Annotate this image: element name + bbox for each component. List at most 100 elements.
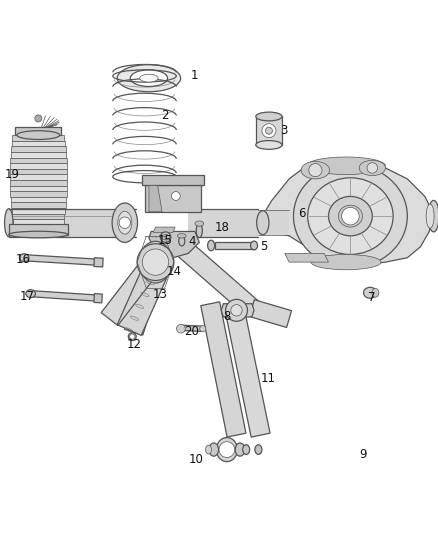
Ellipse shape xyxy=(251,241,258,250)
Ellipse shape xyxy=(26,290,35,297)
Text: 10: 10 xyxy=(188,453,203,466)
Text: 5: 5 xyxy=(261,240,268,253)
Ellipse shape xyxy=(162,235,170,240)
Text: 4: 4 xyxy=(188,235,196,248)
Circle shape xyxy=(342,207,359,225)
Circle shape xyxy=(367,163,378,173)
Polygon shape xyxy=(94,258,103,267)
Polygon shape xyxy=(215,242,254,249)
Polygon shape xyxy=(124,246,169,335)
Polygon shape xyxy=(10,180,67,185)
Polygon shape xyxy=(24,255,96,265)
Polygon shape xyxy=(10,169,67,174)
Polygon shape xyxy=(117,265,167,335)
Polygon shape xyxy=(176,239,258,316)
Polygon shape xyxy=(188,209,258,237)
Circle shape xyxy=(172,191,180,200)
Circle shape xyxy=(231,304,242,316)
Bar xyxy=(142,174,204,185)
Bar xyxy=(9,224,68,235)
Ellipse shape xyxy=(216,438,237,462)
Bar xyxy=(145,185,201,212)
Circle shape xyxy=(177,324,185,333)
Polygon shape xyxy=(225,306,270,437)
Ellipse shape xyxy=(372,288,379,297)
Text: 1: 1 xyxy=(191,69,198,83)
Text: 16: 16 xyxy=(15,253,30,266)
Polygon shape xyxy=(201,302,246,437)
Text: 7: 7 xyxy=(368,290,375,304)
Ellipse shape xyxy=(9,231,68,238)
Polygon shape xyxy=(10,185,67,191)
Circle shape xyxy=(226,300,247,321)
Text: 8: 8 xyxy=(223,310,231,324)
Text: 3: 3 xyxy=(280,124,288,137)
Polygon shape xyxy=(10,158,67,163)
Text: 20: 20 xyxy=(184,325,199,338)
Ellipse shape xyxy=(4,209,13,237)
Ellipse shape xyxy=(117,64,180,92)
Ellipse shape xyxy=(255,445,262,455)
Ellipse shape xyxy=(196,223,202,238)
Polygon shape xyxy=(12,214,64,219)
Ellipse shape xyxy=(128,333,136,341)
Text: 14: 14 xyxy=(166,265,181,278)
Polygon shape xyxy=(11,152,66,158)
Polygon shape xyxy=(249,300,292,327)
Text: 9: 9 xyxy=(359,448,367,462)
Circle shape xyxy=(137,244,174,280)
Polygon shape xyxy=(11,147,66,152)
Polygon shape xyxy=(10,174,67,180)
Ellipse shape xyxy=(428,200,438,232)
Text: 12: 12 xyxy=(127,338,142,351)
Ellipse shape xyxy=(209,443,219,456)
Polygon shape xyxy=(149,231,199,258)
Polygon shape xyxy=(221,304,254,317)
Ellipse shape xyxy=(112,203,138,243)
Polygon shape xyxy=(10,163,67,169)
Circle shape xyxy=(262,124,276,138)
Text: 6: 6 xyxy=(298,207,305,221)
Ellipse shape xyxy=(195,221,204,226)
Ellipse shape xyxy=(177,233,186,238)
Polygon shape xyxy=(31,290,96,301)
Ellipse shape xyxy=(257,211,269,235)
Circle shape xyxy=(200,326,206,332)
Polygon shape xyxy=(11,208,65,214)
Text: 2: 2 xyxy=(161,109,169,122)
Circle shape xyxy=(160,232,171,243)
Ellipse shape xyxy=(205,445,212,454)
Circle shape xyxy=(142,249,169,275)
Polygon shape xyxy=(101,236,177,326)
Polygon shape xyxy=(258,159,434,264)
Polygon shape xyxy=(13,219,64,225)
Ellipse shape xyxy=(293,165,407,268)
Circle shape xyxy=(219,442,235,457)
Ellipse shape xyxy=(311,254,381,270)
Text: 18: 18 xyxy=(215,221,230,233)
Ellipse shape xyxy=(208,240,215,251)
Text: 19: 19 xyxy=(4,168,19,181)
Ellipse shape xyxy=(307,157,385,174)
Ellipse shape xyxy=(328,197,372,236)
Polygon shape xyxy=(11,203,66,208)
Ellipse shape xyxy=(359,160,385,175)
Circle shape xyxy=(309,164,322,177)
Circle shape xyxy=(119,217,131,229)
Circle shape xyxy=(265,127,272,134)
Bar xyxy=(15,127,61,135)
Polygon shape xyxy=(11,197,66,203)
Polygon shape xyxy=(258,211,289,235)
Ellipse shape xyxy=(139,241,172,283)
Ellipse shape xyxy=(256,141,282,149)
Ellipse shape xyxy=(17,131,60,140)
Polygon shape xyxy=(149,185,162,212)
Polygon shape xyxy=(153,227,175,232)
Polygon shape xyxy=(9,209,136,237)
Polygon shape xyxy=(182,325,201,332)
Ellipse shape xyxy=(140,74,158,82)
Ellipse shape xyxy=(426,204,434,228)
Polygon shape xyxy=(285,253,328,262)
Ellipse shape xyxy=(179,236,185,246)
Circle shape xyxy=(35,115,42,122)
